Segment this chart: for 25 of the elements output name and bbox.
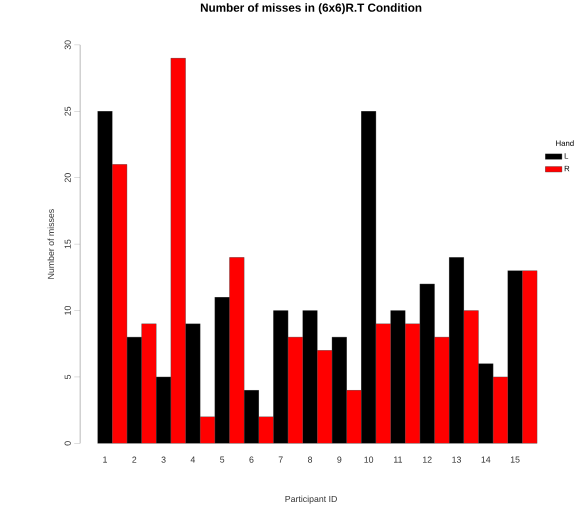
- y-tick-label: 30: [64, 40, 71, 50]
- x-tick-label: 14: [482, 456, 490, 463]
- y-tick-label: 15: [64, 240, 71, 249]
- y-tick-label: 5: [64, 375, 71, 380]
- x-tick-label: 8: [308, 456, 312, 463]
- x-tick-label: 1: [103, 456, 107, 463]
- x-tick-label: 9: [337, 456, 342, 463]
- x-tick-label: 7: [278, 456, 283, 463]
- x-axis-title: Participant ID: [285, 496, 337, 504]
- x-tick-label: 15: [510, 456, 520, 463]
- x-tick-label: 10: [364, 456, 374, 463]
- chart-title: Number of misses in (6x6)R.T Condition: [200, 3, 422, 14]
- x-tick-label: 13: [452, 456, 461, 463]
- x-tick-label: 3: [161, 456, 166, 463]
- x-tick-label: 6: [249, 456, 254, 463]
- y-tick-label: 25: [64, 106, 71, 116]
- x-tick-label: 12: [423, 456, 432, 463]
- y-tick-label: 10: [64, 306, 71, 315]
- x-tick-label: 11: [394, 456, 402, 463]
- x-tick-label: 4: [190, 456, 196, 463]
- y-axis-title: Number of misses: [48, 209, 54, 279]
- y-tick-label: 20: [64, 173, 71, 182]
- y-tick-label: 0: [64, 441, 71, 446]
- x-tick-label: 2: [132, 456, 136, 463]
- x-tick-label: 5: [220, 456, 224, 463]
